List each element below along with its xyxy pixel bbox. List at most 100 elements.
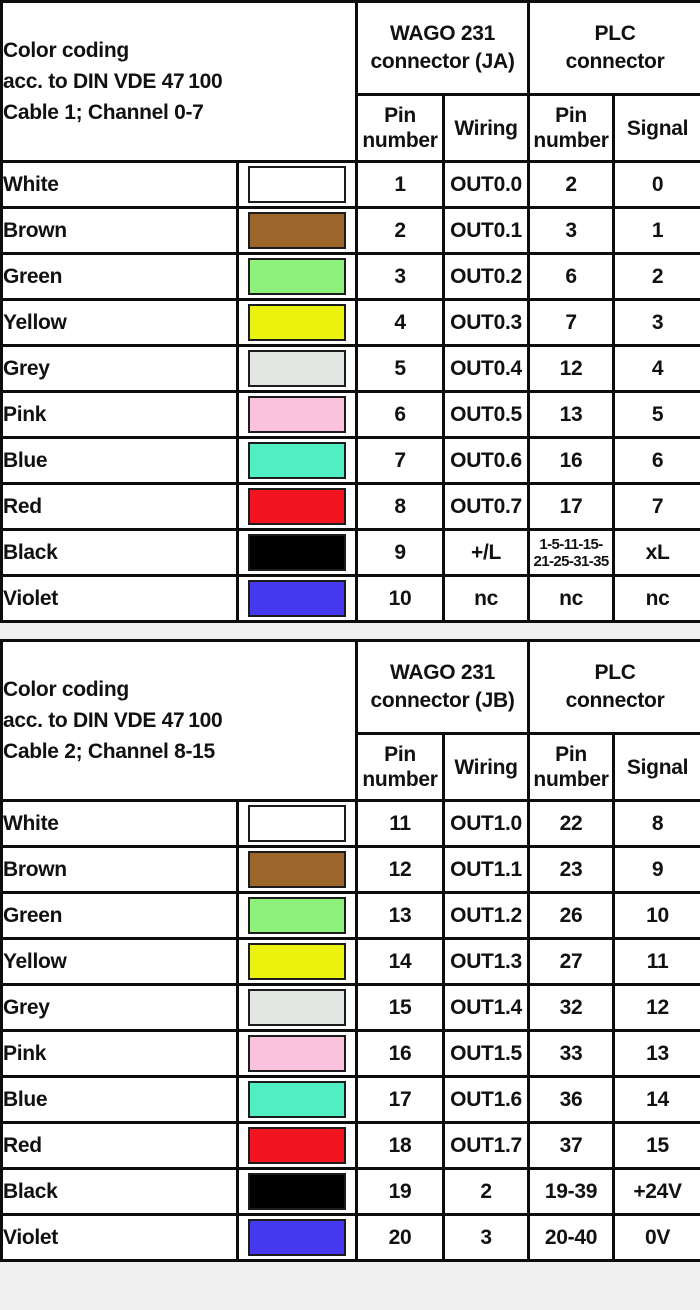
color-name: Red (0, 482, 239, 531)
table-row-yellow: Yellow 4 OUT0.3 7 3 (0, 298, 700, 347)
violet-color-swatch (248, 1219, 346, 1256)
color-name: Blue (0, 1075, 239, 1124)
white-color-swatch (248, 166, 346, 203)
wago-pin-number: 1 (355, 160, 446, 209)
group-header-row: Color coding acc. to DIN VDE 47 100 Cabl… (0, 639, 700, 802)
color-swatch-cell (235, 1075, 359, 1124)
wago-pin-number: 13 (355, 891, 446, 940)
table-row-grey: Grey 5 OUT0.4 12 4 (0, 344, 700, 393)
signal-value: 9 (612, 845, 700, 894)
table-row-blue: Blue 17 OUT1.6 36 14 (0, 1075, 700, 1124)
color-swatch-cell (235, 1213, 359, 1262)
wago-pin-number: 11 (355, 799, 446, 848)
table-row-white: White 11 OUT1.0 22 8 (0, 799, 700, 848)
wago-pin-number: 18 (355, 1121, 446, 1170)
grey-color-swatch (248, 350, 346, 387)
table-row-violet: Violet 20 3 20-40 0V (0, 1213, 700, 1262)
wago-pin-number: 9 (355, 528, 446, 577)
wago-pin-number: 20 (355, 1213, 446, 1262)
plc-pin-number: 7 (527, 298, 616, 347)
table-row-green: Green 13 OUT1.2 26 10 (0, 891, 700, 940)
wiring-value: OUT1.2 (442, 891, 531, 940)
table-row-pink: Pink 6 OUT0.5 13 5 (0, 390, 700, 439)
plc-pin-number: nc (527, 574, 616, 623)
color-swatch-cell (235, 160, 359, 209)
color-name: Yellow (0, 937, 239, 986)
plc-pin-number: 1-5-11-15- 21-25-31-35 (527, 528, 616, 577)
table-row-yellow: Yellow 14 OUT1.3 27 11 (0, 937, 700, 986)
wago-pin-number: 19 (355, 1167, 446, 1216)
wiring-value: OUT1.5 (442, 1029, 531, 1078)
color-swatch-cell (235, 298, 359, 347)
col-header-wago-pin-number: Pin number (355, 732, 446, 802)
wago-pin-number: 8 (355, 482, 446, 531)
wiring-value: OUT1.6 (442, 1075, 531, 1124)
color-swatch-cell (235, 1167, 359, 1216)
color-swatch-cell (235, 845, 359, 894)
white-color-swatch (248, 805, 346, 842)
plc-connector-header: PLC connector (527, 639, 700, 735)
color-name: Grey (0, 344, 239, 393)
color-swatch-cell (235, 1121, 359, 1170)
wago-pin-number: 5 (355, 344, 446, 393)
plc-pin-number: 2 (527, 160, 616, 209)
table-row-green: Green 3 OUT0.2 6 2 (0, 252, 700, 301)
plc-pin-number: 3 (527, 206, 616, 255)
signal-value: xL (612, 528, 700, 577)
color-name: Violet (0, 574, 239, 623)
color-name: Brown (0, 845, 239, 894)
red-color-swatch (248, 1127, 346, 1164)
signal-value: 8 (612, 799, 700, 848)
green-color-swatch (248, 897, 346, 934)
plc-pin-number: 22 (527, 799, 616, 848)
signal-value: 6 (612, 436, 700, 485)
wiring-value: OUT0.2 (442, 252, 531, 301)
color-coding-table-cable2: Color coding acc. to DIN VDE 47 100 Cabl… (0, 639, 700, 1262)
color-name: Brown (0, 206, 239, 255)
green-color-swatch (248, 258, 346, 295)
color-swatch-cell (235, 891, 359, 940)
wago-pin-number: 7 (355, 436, 446, 485)
plc-pin-number: 27 (527, 937, 616, 986)
table-title-cable1: Color coding acc. to DIN VDE 47 100 Cabl… (0, 0, 359, 163)
table-row-blue: Blue 7 OUT0.6 16 6 (0, 436, 700, 485)
color-name: Green (0, 252, 239, 301)
plc-pin-number: 33 (527, 1029, 616, 1078)
signal-value: 14 (612, 1075, 700, 1124)
wago-pin-number: 17 (355, 1075, 446, 1124)
color-swatch-cell (235, 390, 359, 439)
table-row-white: White 1 OUT0.0 2 0 (0, 160, 700, 209)
plc-pin-number: 6 (527, 252, 616, 301)
pink-color-swatch (248, 1035, 346, 1072)
color-swatch-cell (235, 482, 359, 531)
wago-connector-header: WAGO 231 connector (JA) (355, 0, 531, 96)
color-name: White (0, 799, 239, 848)
signal-value: 7 (612, 482, 700, 531)
signal-value: +24V (612, 1167, 700, 1216)
yellow-color-swatch (248, 943, 346, 980)
table-row-brown: Brown 12 OUT1.1 23 9 (0, 845, 700, 894)
color-name: Violet (0, 1213, 239, 1262)
col-header-signal: Signal (612, 93, 700, 163)
color-swatch-cell (235, 574, 359, 623)
wiring-color-coding-page: Color coding acc. to DIN VDE 47 100 Cabl… (0, 0, 700, 1262)
plc-pin-number: 20-40 (527, 1213, 616, 1262)
color-swatch-cell (235, 983, 359, 1032)
col-header-wiring: Wiring (442, 93, 531, 163)
table-row-brown: Brown 2 OUT0.1 3 1 (0, 206, 700, 255)
signal-value: 11 (612, 937, 700, 986)
wago-pin-number: 3 (355, 252, 446, 301)
wiring-value: OUT0.7 (442, 482, 531, 531)
color-swatch-cell (235, 528, 359, 577)
color-name: Red (0, 1121, 239, 1170)
wiring-value: OUT0.4 (442, 344, 531, 393)
wiring-value: OUT0.0 (442, 160, 531, 209)
signal-value: 3 (612, 298, 700, 347)
plc-connector-header: PLC connector (527, 0, 700, 96)
wiring-value: OUT0.5 (442, 390, 531, 439)
wago-pin-number: 4 (355, 298, 446, 347)
black-color-swatch (248, 534, 346, 571)
wiring-value: OUT1.3 (442, 937, 531, 986)
wago-pin-number: 10 (355, 574, 446, 623)
signal-value: nc (612, 574, 700, 623)
